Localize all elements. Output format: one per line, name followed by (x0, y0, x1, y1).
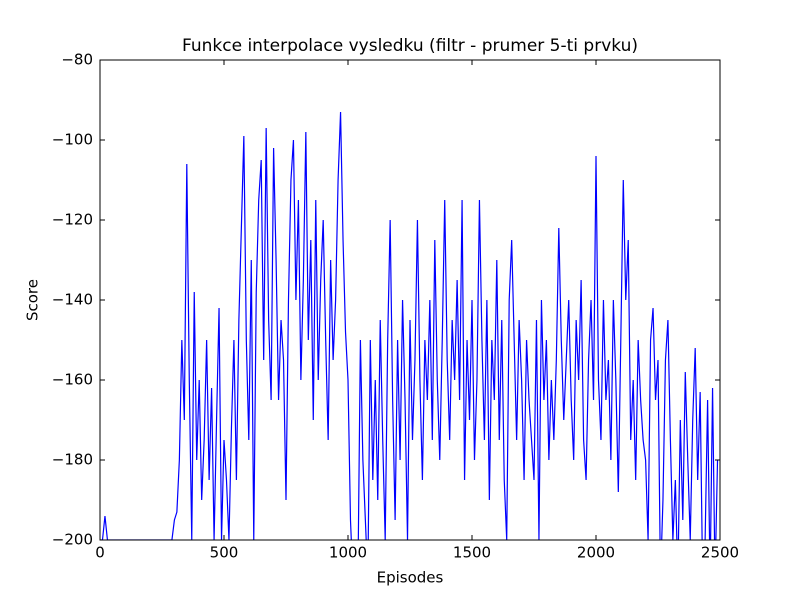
x-tick-label: 1000 (329, 544, 367, 562)
y-tick-label: −160 (52, 371, 93, 389)
x-tick-label: 2000 (577, 544, 615, 562)
data-line (100, 111, 719, 540)
chart-title: Funkce interpolace vysledku (filtr - pru… (182, 36, 638, 56)
y-tick-label: −200 (52, 531, 93, 549)
y-tick-label: −80 (61, 51, 93, 69)
y-tick-label: −100 (52, 131, 93, 149)
x-tick-label: 1500 (453, 544, 491, 562)
x-tick-label: 0 (95, 544, 105, 562)
y-tick-label: −180 (52, 451, 93, 469)
y-tick-label: −120 (52, 211, 93, 229)
x-tick-label: 2500 (701, 544, 739, 562)
y-axis-label: Score (24, 279, 42, 321)
x-tick-label: 500 (210, 544, 239, 562)
x-axis-label: Episodes (377, 569, 444, 587)
y-tick-label: −140 (52, 291, 93, 309)
